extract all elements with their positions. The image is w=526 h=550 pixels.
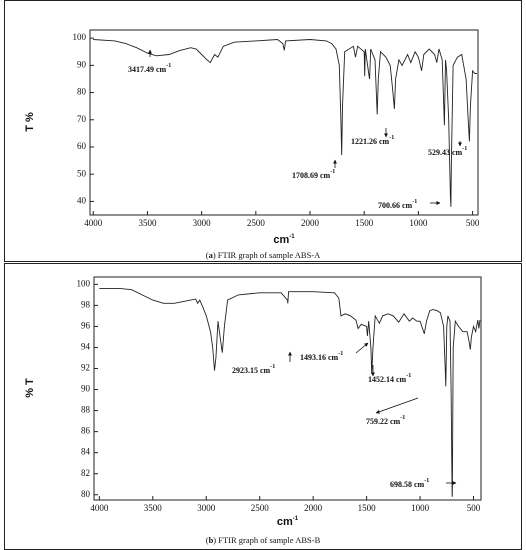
x-tick-label: 2000	[304, 503, 323, 513]
annotation: 3417.49 cm-1	[128, 63, 171, 73]
annotation-text: 1708.69 cm	[292, 171, 331, 180]
x-tick-label: 500	[467, 503, 481, 513]
spectrum-line	[93, 39, 477, 207]
spectrum-line	[99, 288, 481, 497]
y-axis-label: T %	[24, 112, 36, 132]
x-tick-label: 1000	[411, 503, 430, 513]
x-tick-label: 1500	[355, 218, 374, 228]
x-tick-label: 3000	[193, 218, 212, 228]
annotation: 529.43 cm-1	[428, 146, 467, 156]
annotation: 759.22 cm-1	[366, 415, 405, 425]
y-tick-label: 80	[81, 489, 91, 499]
annotation: 2923.15 cm-1	[232, 364, 275, 374]
y-tick-label: 40	[77, 195, 87, 205]
annotation-sup: -1	[424, 478, 429, 484]
x-tick-label: 1500	[358, 503, 377, 513]
annotation-text: 1493.16 cm	[300, 353, 339, 362]
annotation-sup: -1	[338, 351, 343, 357]
annotation: 1452.14 cm-1	[368, 373, 411, 383]
y-tick-label: 96	[81, 321, 91, 331]
annotation-sup: -1	[412, 199, 417, 205]
y-tick-label: 90	[81, 384, 91, 394]
x-axis-label-text: cm	[273, 234, 289, 246]
y-tick-label: 82	[81, 468, 90, 478]
x-tick-label: 3000	[197, 503, 216, 513]
y-tick-label: 100	[73, 32, 87, 42]
x-axis-label-text: cm	[277, 516, 293, 528]
x-tick-label: 1000	[409, 218, 428, 228]
plot-frame	[89, 29, 479, 216]
x-tick-label: 2000	[301, 218, 320, 228]
plot-frame	[93, 276, 482, 501]
y-tick-label: 84	[81, 447, 91, 457]
y-tick-label: 86	[81, 426, 91, 436]
annotation: 1493.16 cm-1	[300, 351, 343, 361]
annotation-text: 700.66 cm	[378, 201, 413, 210]
y-tick-label: 60	[77, 141, 87, 151]
annotation: 1221.26 cm-1	[351, 135, 394, 145]
caption-paren: (	[206, 535, 209, 545]
annotation: 1708.69 cm-1	[292, 169, 335, 179]
x-tick-label: 3500	[144, 503, 163, 513]
y-tick-label: 98	[81, 299, 91, 309]
x-axis-label-sup: -1	[293, 516, 299, 522]
annotation-text: 2923.15 cm	[232, 366, 271, 375]
caption: (a) FTIR graph of sample ABS-A	[206, 250, 321, 260]
annotation-arrow	[355, 342, 369, 354]
annotation-text: 698.58 cm	[390, 480, 425, 489]
annotation-sup: -1	[270, 364, 275, 370]
annotation-sup: -1	[400, 415, 405, 421]
caption-paren: (	[206, 250, 209, 260]
annotation-arrow	[375, 397, 419, 414]
caption-text: FTIR graph of sample ABS-A	[218, 250, 321, 260]
y-tick-label: 88	[81, 405, 91, 415]
y-tick-label: 90	[77, 59, 87, 69]
annotation-text: 1452.14 cm	[368, 375, 407, 384]
x-axis-label: cm-1	[273, 234, 295, 246]
annotation-sup: -1	[389, 135, 394, 141]
annotation-text: 759.22 cm	[366, 417, 401, 426]
caption-paren: )	[213, 535, 218, 545]
caption-label: b	[209, 535, 214, 545]
x-axis-label: cm-1	[277, 516, 299, 528]
annotation-text: 1221.26 cm	[351, 137, 390, 146]
annotation-sup: -1	[166, 63, 171, 69]
annotation-sup: -1	[330, 169, 335, 175]
y-tick-label: 80	[77, 87, 87, 97]
y-tick-label: 70	[77, 114, 87, 124]
x-tick-label: 3500	[138, 218, 157, 228]
y-tick-label: 50	[77, 168, 87, 178]
y-tick-label: 92	[81, 363, 90, 373]
x-tick-label: 4000	[90, 503, 109, 513]
panel-border	[4, 0, 522, 262]
x-tick-label: 500	[466, 218, 480, 228]
caption: (b) FTIR graph of sample ABS-B	[206, 535, 321, 545]
annotation-text: 3417.49 cm	[128, 65, 167, 74]
annotation: 698.58 cm-1	[390, 478, 429, 488]
y-tick-label: 100	[77, 278, 91, 288]
y-tick-label: 94	[81, 342, 91, 352]
annotation-sup: -1	[406, 373, 411, 379]
x-tick-label: 2500	[251, 503, 270, 513]
annotation-sup: -1	[462, 146, 467, 152]
caption-paren: )	[213, 250, 218, 260]
caption-label: a	[209, 250, 214, 260]
x-tick-label: 4000	[84, 218, 103, 228]
annotation-text: 529.43 cm	[428, 148, 463, 157]
caption-text: FTIR graph of sample ABS-B	[218, 535, 320, 545]
x-axis-label-sup: -1	[289, 234, 295, 240]
y-axis-label: % T	[24, 378, 36, 398]
annotation: 700.66 cm-1	[378, 199, 417, 209]
x-tick-label: 2500	[247, 218, 266, 228]
